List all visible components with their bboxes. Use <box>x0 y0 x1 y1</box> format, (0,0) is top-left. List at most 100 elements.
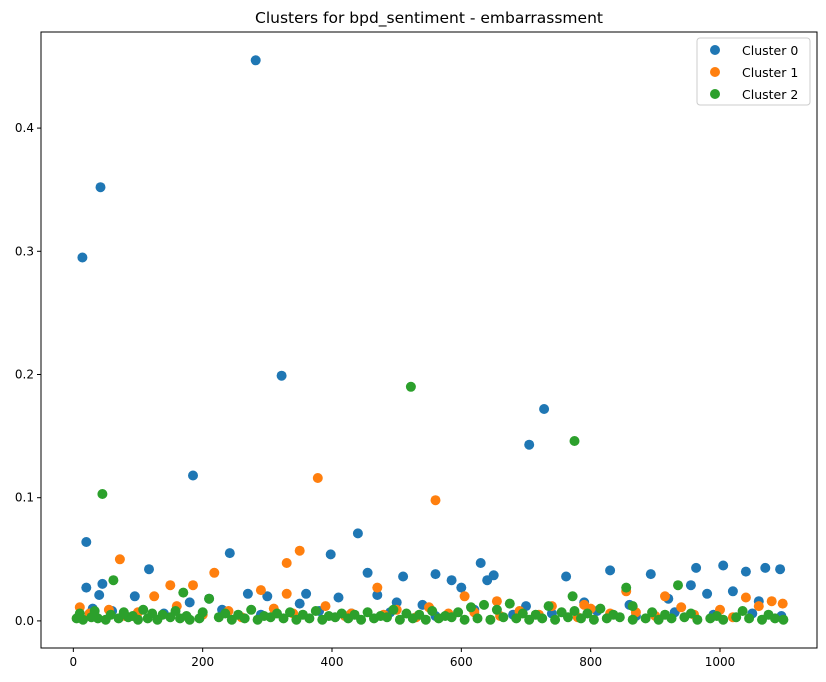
point-cluster-1 <box>114 554 125 565</box>
point-cluster-2 <box>737 606 748 616</box>
point-cluster-1 <box>209 567 220 578</box>
point-cluster-2 <box>530 609 541 620</box>
point-cluster-1 <box>430 495 441 506</box>
point-cluster-2 <box>453 607 464 618</box>
legend-marker-cluster-1 <box>710 67 720 77</box>
chart-title: Clusters for bpd_sentiment - embarrassme… <box>255 9 603 28</box>
point-cluster-2 <box>89 606 100 616</box>
point-cluster-2 <box>778 614 789 625</box>
point-cluster-0 <box>333 592 344 603</box>
point-cluster-2 <box>401 608 412 619</box>
point-cluster-0 <box>129 591 140 602</box>
point-cluster-2 <box>285 607 295 618</box>
point-cluster-0 <box>740 566 751 577</box>
y-tick-label: 0.2 <box>15 367 34 381</box>
point-cluster-2 <box>550 614 561 625</box>
legend-label-cluster-0: Cluster 0 <box>742 43 798 58</box>
point-cluster-1 <box>459 591 470 602</box>
point-cluster-2 <box>660 609 670 620</box>
point-cluster-2 <box>567 591 578 602</box>
point-cluster-2 <box>233 609 244 620</box>
point-cluster-2 <box>440 611 451 621</box>
point-cluster-0 <box>262 591 273 602</box>
point-cluster-1 <box>753 601 764 612</box>
point-cluster-2 <box>595 603 606 614</box>
point-cluster-2 <box>74 608 85 619</box>
point-cluster-2 <box>405 381 416 392</box>
point-cluster-2 <box>472 613 483 624</box>
points-layer <box>71 55 789 625</box>
point-cluster-2 <box>323 611 334 621</box>
point-cluster-1 <box>491 596 502 607</box>
point-cluster-2 <box>466 602 476 613</box>
point-cluster-2 <box>711 611 722 621</box>
point-cluster-2 <box>692 614 703 625</box>
point-cluster-2 <box>543 601 554 612</box>
point-cluster-2 <box>118 607 129 618</box>
point-cluster-2 <box>220 608 231 619</box>
series-cluster-1 <box>74 473 788 623</box>
point-cluster-2 <box>485 614 496 625</box>
point-cluster-0 <box>144 564 154 575</box>
point-cluster-2 <box>647 607 658 618</box>
point-cluster-2 <box>178 587 189 598</box>
point-cluster-2 <box>147 608 158 619</box>
point-cluster-2 <box>375 611 386 621</box>
point-cluster-1 <box>740 592 751 603</box>
x-tick-label: 800 <box>579 655 602 669</box>
point-cluster-2 <box>731 612 742 623</box>
point-cluster-0 <box>430 569 441 580</box>
point-cluster-2 <box>582 608 593 619</box>
legend-label-cluster-2: Cluster 2 <box>742 87 798 102</box>
point-cluster-2 <box>627 601 638 612</box>
point-cluster-1 <box>294 545 305 556</box>
point-cluster-2 <box>157 609 168 620</box>
point-cluster-0 <box>94 590 105 600</box>
series-cluster-2 <box>71 381 789 625</box>
point-cluster-2 <box>170 606 181 616</box>
legend-marker-cluster-0 <box>710 45 720 55</box>
point-cluster-2 <box>105 609 116 620</box>
point-cluster-2 <box>621 582 632 593</box>
point-cluster-1 <box>281 588 292 599</box>
point-cluster-0 <box>77 252 88 263</box>
point-cluster-0 <box>224 548 235 559</box>
y-tick-label: 0.4 <box>15 121 34 135</box>
point-cluster-2 <box>673 580 683 591</box>
point-cluster-1 <box>320 601 331 612</box>
point-cluster-2 <box>685 608 696 619</box>
point-cluster-0 <box>97 578 108 589</box>
point-cluster-2 <box>627 614 638 625</box>
legend-label-cluster-1: Cluster 1 <box>742 65 798 80</box>
point-cluster-0 <box>775 564 786 575</box>
legend-marker-cluster-2 <box>710 89 720 99</box>
point-cluster-2 <box>388 604 399 615</box>
x-tick-label: 0 <box>70 655 78 669</box>
point-cluster-2 <box>504 598 515 609</box>
point-cluster-1 <box>660 591 670 602</box>
point-cluster-2 <box>640 613 651 624</box>
point-cluster-1 <box>777 598 788 609</box>
point-cluster-1 <box>312 473 323 483</box>
point-cluster-2 <box>744 613 755 624</box>
point-cluster-2 <box>336 608 347 619</box>
point-cluster-0 <box>95 182 106 193</box>
point-cluster-2 <box>588 614 599 625</box>
point-cluster-2 <box>204 593 215 604</box>
point-cluster-1 <box>281 558 292 568</box>
legend-box <box>696 37 811 106</box>
series-cluster-0 <box>77 55 787 621</box>
x-tick-label: 200 <box>191 655 214 669</box>
point-cluster-2 <box>427 606 438 616</box>
point-cluster-2 <box>479 599 489 610</box>
point-cluster-0 <box>456 582 467 593</box>
point-cluster-2 <box>362 607 373 618</box>
point-cluster-2 <box>569 436 580 446</box>
point-cluster-2 <box>608 609 619 620</box>
point-cluster-2 <box>97 489 108 499</box>
point-cluster-0 <box>184 597 195 608</box>
point-cluster-0 <box>81 582 92 593</box>
point-cluster-0 <box>524 439 535 450</box>
point-cluster-2 <box>127 611 138 621</box>
point-cluster-2 <box>246 604 257 615</box>
